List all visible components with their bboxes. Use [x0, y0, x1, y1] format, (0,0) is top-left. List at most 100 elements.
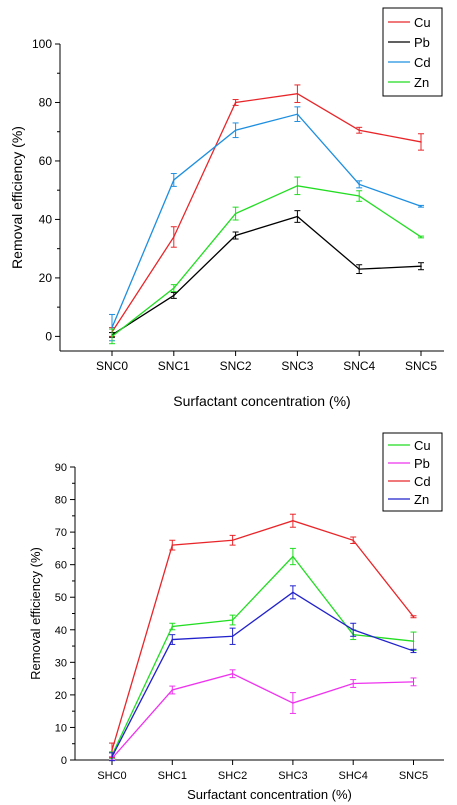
y-tick-label: 20 — [39, 271, 53, 285]
x-tick-label: SHC0 — [97, 770, 126, 782]
x-tick-label: SNC5 — [399, 770, 428, 782]
data-point — [358, 195, 361, 197]
series-line-cu — [111, 93, 422, 333]
data-point — [111, 335, 113, 338]
y-tick-label: 70 — [55, 527, 67, 539]
y-tick-label: 80 — [39, 95, 53, 109]
legend-label-zn: Zn — [414, 492, 429, 507]
y-tick-label: 90 — [55, 462, 67, 474]
data-point — [412, 640, 415, 642]
data-point — [412, 681, 415, 683]
data-point — [358, 129, 361, 132]
legend: Cu Pb Cd Zn — [382, 7, 443, 97]
data-point — [352, 682, 355, 685]
chart-2: 0 10 20 30 40 50 60 70 80 90 SHC0 SHC1 SHC2 SHC3 SHC4 S… — [28, 432, 444, 802]
x-tick-label: SNC5 — [405, 359, 437, 373]
data-point — [296, 92, 299, 95]
y-tick-label: 40 — [39, 212, 53, 226]
data-point — [292, 519, 294, 522]
y-tick-label: 20 — [55, 690, 67, 702]
data-point — [412, 650, 415, 652]
series-line-pb — [111, 673, 414, 759]
series-cd — [109, 513, 417, 758]
data-point — [358, 268, 361, 270]
data-point — [231, 539, 234, 542]
data-point — [420, 236, 422, 238]
series-cd — [109, 106, 424, 342]
data-point — [171, 638, 174, 641]
data-point — [420, 141, 422, 143]
data-point — [352, 539, 355, 542]
data-point — [173, 179, 175, 181]
y-tick-label: 60 — [39, 154, 53, 168]
data-point — [234, 212, 237, 215]
data-point — [173, 236, 175, 238]
data-point — [171, 689, 174, 691]
x-axis-title: Surfactant concentration (%) — [187, 787, 352, 802]
series-line-cu — [111, 555, 414, 756]
y-tick-label: 50 — [55, 592, 67, 604]
x-tick-label: SNC2 — [220, 359, 252, 373]
data-point — [231, 619, 234, 621]
y-tick-label: 0 — [45, 329, 52, 343]
data-point — [234, 129, 237, 132]
series-line-zn — [111, 591, 414, 758]
data-point — [171, 544, 174, 546]
data-point — [231, 672, 234, 675]
plot-area-1: 0 20 40 60 80 100 SNC0 SNC1 SNC2 SNC3 SNC4 SNC5 — [32, 37, 444, 373]
y-tick-label: 30 — [55, 657, 67, 669]
series-zn — [109, 585, 417, 762]
series-line-cd — [111, 520, 415, 751]
y-tick-label: 100 — [32, 37, 52, 51]
legend-label-pb: Pb — [414, 35, 430, 50]
data-point — [292, 702, 294, 704]
x-axis-title: Surfactant concentration (%) — [173, 393, 350, 409]
x-tick-label: SNC1 — [158, 359, 190, 373]
series-zn — [109, 176, 424, 345]
x-tick-label: SHC1 — [158, 770, 187, 782]
series-line-zn — [111, 185, 422, 337]
legend-label-zn: Zn — [414, 75, 429, 90]
data-point — [296, 185, 299, 187]
data-point — [171, 625, 174, 628]
data-point — [111, 326, 113, 329]
legend-label-cu: Cu — [414, 15, 431, 30]
legend-label-cd: Cd — [414, 55, 431, 70]
data-point — [412, 615, 415, 618]
series-pb — [109, 210, 424, 338]
series-line-cd — [111, 113, 422, 328]
data-point — [231, 635, 234, 638]
data-point — [234, 101, 237, 104]
data-point — [420, 265, 422, 268]
data-point — [111, 749, 113, 752]
x-tick-label: SHC2 — [218, 770, 247, 782]
series-cu — [109, 84, 424, 337]
data-point — [173, 287, 175, 289]
legend-label-cu: Cu — [414, 438, 431, 453]
x-tick-label: SNC3 — [281, 359, 313, 373]
chart-1: 0 20 40 60 80 100 SNC0 SNC1 SNC2 SNC3 SNC4 SNC5 Surf… — [9, 7, 444, 409]
data-point — [296, 215, 299, 218]
series-pb — [109, 669, 417, 761]
y-tick-label: 40 — [55, 625, 67, 637]
data-point — [292, 555, 294, 558]
x-tick-label: SNC4 — [343, 359, 375, 373]
legend: Cu Pb Cd Zn — [382, 432, 443, 512]
series-line-pb — [111, 215, 422, 336]
series-cu — [109, 547, 417, 759]
y-axis-title: Removal efficiency (%) — [28, 547, 43, 680]
data-point — [358, 183, 361, 186]
y-tick-label: 10 — [55, 722, 67, 734]
data-point — [234, 234, 237, 237]
data-point — [296, 113, 299, 115]
legend-label-pb: Pb — [414, 456, 430, 471]
data-point — [352, 628, 355, 631]
y-tick-label: 80 — [55, 495, 67, 507]
x-tick-label: SNC0 — [96, 359, 128, 373]
data-point — [292, 591, 294, 594]
legend-box — [382, 7, 443, 97]
x-tick-label: SHC4 — [339, 770, 368, 782]
data-point — [420, 205, 422, 208]
legend-box — [382, 432, 443, 512]
plot-area-2: 0 10 20 30 40 50 60 70 80 90 SHC0 SHC1 SHC2 SHC3 SHC4 S… — [55, 462, 444, 782]
